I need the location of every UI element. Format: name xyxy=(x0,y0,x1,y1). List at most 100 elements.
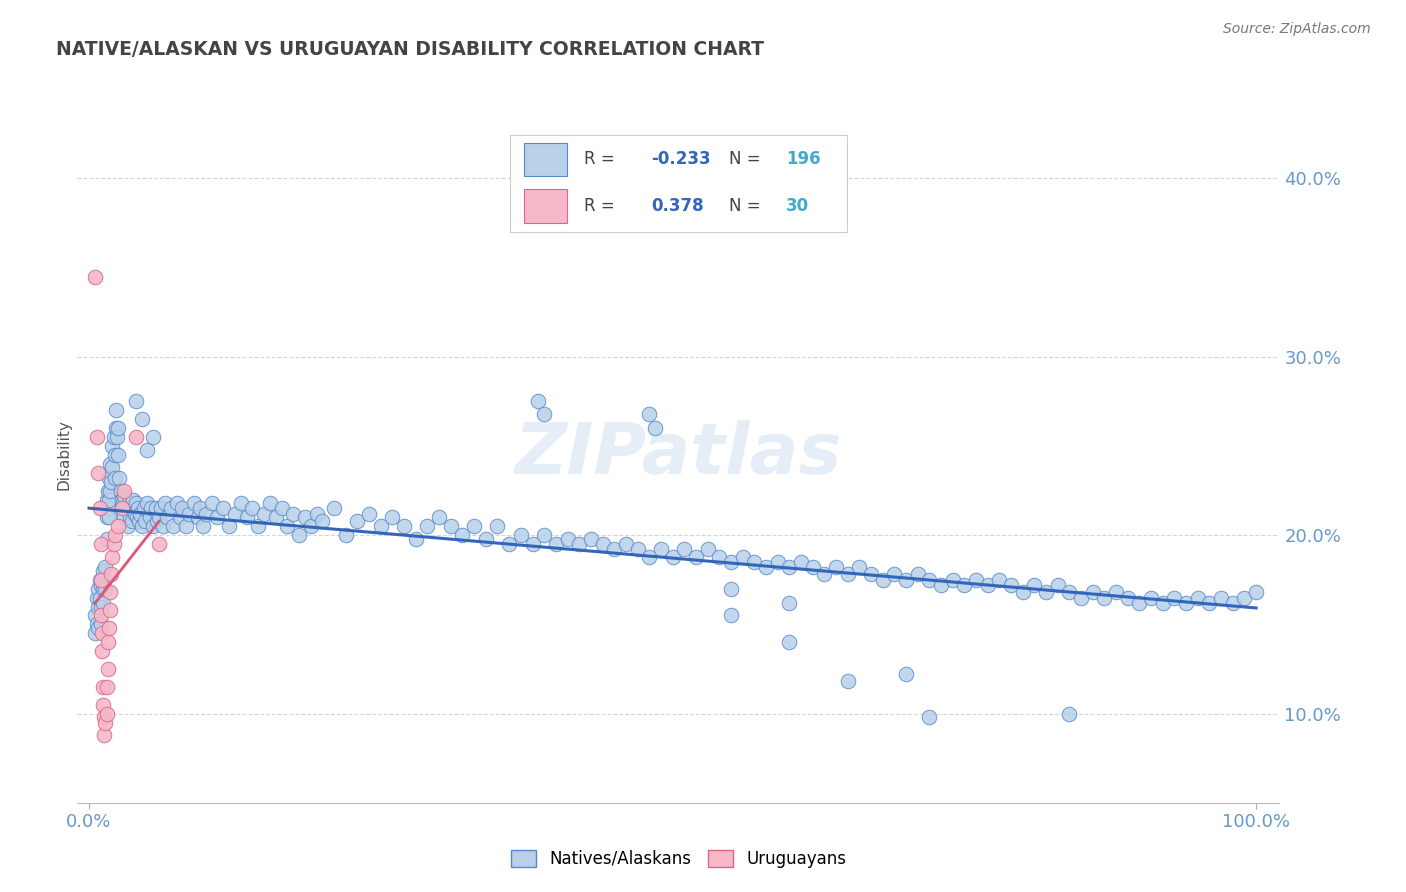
Point xyxy=(720,555,742,569)
Point xyxy=(1105,585,1128,599)
Point xyxy=(1163,591,1185,605)
Point xyxy=(1092,591,1115,605)
Point xyxy=(259,496,281,510)
Point xyxy=(579,532,602,546)
Point xyxy=(825,560,848,574)
Point xyxy=(731,549,754,564)
Point xyxy=(136,496,159,510)
Point xyxy=(107,421,129,435)
Point xyxy=(685,549,707,564)
Point xyxy=(139,501,162,516)
Point xyxy=(778,635,800,649)
Point xyxy=(1059,706,1081,721)
Point xyxy=(218,519,240,533)
Point xyxy=(104,448,127,462)
Point xyxy=(953,578,976,592)
Point xyxy=(89,501,111,516)
Point xyxy=(111,501,134,516)
Point xyxy=(283,507,305,521)
Point xyxy=(125,510,148,524)
Point xyxy=(288,528,311,542)
Point xyxy=(212,501,235,516)
Legend: Natives/Alaskans, Uruguayans: Natives/Alaskans, Uruguayans xyxy=(505,843,852,874)
Point xyxy=(1081,585,1104,599)
Point xyxy=(104,421,127,435)
Point xyxy=(976,578,998,592)
Point xyxy=(90,537,112,551)
Point xyxy=(93,728,115,742)
Point xyxy=(614,537,637,551)
Point xyxy=(942,573,965,587)
Point xyxy=(1198,596,1220,610)
Point xyxy=(527,394,550,409)
Point xyxy=(97,501,120,516)
Point xyxy=(918,573,941,587)
Point xyxy=(112,510,135,524)
Point xyxy=(475,532,498,546)
Point xyxy=(91,596,114,610)
Point xyxy=(96,532,118,546)
Point xyxy=(1209,591,1232,605)
Point xyxy=(568,537,591,551)
Point xyxy=(392,519,415,533)
Point xyxy=(440,519,463,533)
Point xyxy=(91,698,114,712)
Point xyxy=(626,542,648,557)
Point xyxy=(929,578,952,592)
Point xyxy=(91,582,114,596)
Point xyxy=(103,430,125,444)
Point xyxy=(108,471,131,485)
Point xyxy=(94,715,117,730)
Point xyxy=(97,492,120,507)
Point xyxy=(486,519,509,533)
Point xyxy=(183,496,205,510)
Point xyxy=(86,430,108,444)
Point xyxy=(93,573,115,587)
Point xyxy=(87,582,110,596)
Point xyxy=(544,537,567,551)
Point xyxy=(1116,591,1139,605)
Point xyxy=(97,483,120,498)
Point xyxy=(696,542,718,557)
Text: NATIVE/ALASKAN VS URUGUAYAN DISABILITY CORRELATION CHART: NATIVE/ALASKAN VS URUGUAYAN DISABILITY C… xyxy=(56,40,765,59)
Point xyxy=(127,501,149,516)
Point xyxy=(1187,591,1209,605)
Point xyxy=(156,510,179,524)
Point xyxy=(162,519,184,533)
Point xyxy=(136,442,159,457)
Point xyxy=(264,510,287,524)
Point xyxy=(270,501,292,516)
Point xyxy=(153,496,176,510)
Point xyxy=(91,564,114,578)
Point xyxy=(370,519,392,533)
Point xyxy=(90,608,112,623)
Point xyxy=(1011,585,1033,599)
Point xyxy=(152,519,174,533)
Point xyxy=(120,501,142,516)
Point xyxy=(242,501,264,516)
Point xyxy=(427,510,450,524)
Point xyxy=(638,407,661,421)
Point xyxy=(100,475,122,489)
Point xyxy=(451,528,474,542)
Point xyxy=(166,496,188,510)
Point xyxy=(837,674,859,689)
Point xyxy=(93,710,115,724)
Text: ZIPatlas: ZIPatlas xyxy=(515,420,842,490)
Point xyxy=(83,269,105,284)
Point xyxy=(98,457,121,471)
Point xyxy=(416,519,439,533)
Point xyxy=(90,626,112,640)
Point xyxy=(89,591,111,605)
Point xyxy=(125,496,148,510)
Point xyxy=(907,567,929,582)
Point xyxy=(1070,591,1092,605)
Point xyxy=(673,542,696,557)
Point xyxy=(193,519,215,533)
Point xyxy=(94,582,117,596)
Point xyxy=(1024,578,1046,592)
Point xyxy=(778,560,800,574)
Point xyxy=(557,532,579,546)
Point xyxy=(522,537,544,551)
Point xyxy=(720,582,742,596)
